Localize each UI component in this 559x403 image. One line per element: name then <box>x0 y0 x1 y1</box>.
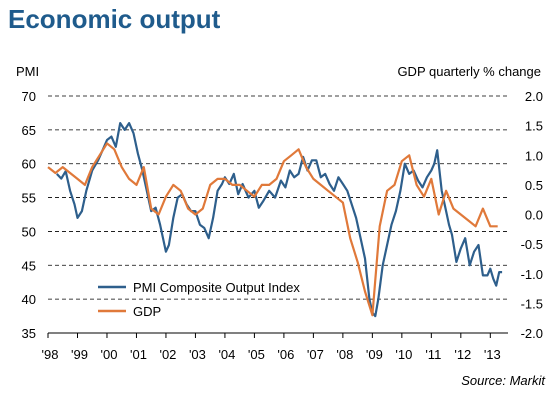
x-tick-label: '10 <box>395 347 412 362</box>
y-left-tick-label: 65 <box>22 123 36 138</box>
y-axis-right-label: GDP quarterly % change <box>397 64 541 79</box>
y-left-tick-label: 70 <box>22 89 36 104</box>
pmi-series-line <box>56 122 503 318</box>
y-right-tick-label: 1.0 <box>525 148 543 163</box>
y-right-tick-label: -1.0 <box>521 267 543 282</box>
x-tick-label: '00 <box>100 347 117 362</box>
y-left-tick-label: 45 <box>22 258 36 273</box>
y-right-tick-label: 2.0 <box>525 89 543 104</box>
x-tick-label: '13 <box>484 347 501 362</box>
x-tick-label: '02 <box>159 347 176 362</box>
y-right-tick-label: -1.5 <box>521 296 543 311</box>
y-left-tick-label: 55 <box>22 191 36 206</box>
y-left-tick-label: 60 <box>22 157 36 172</box>
y-axis-left-label: PMI <box>16 64 40 79</box>
y-right-tick-label: 0.0 <box>525 208 543 223</box>
x-tick-label: '98 <box>42 347 59 362</box>
x-tick-label: '99 <box>71 347 88 362</box>
x-tick-label: '06 <box>277 347 294 362</box>
x-tick-label: '04 <box>218 347 235 362</box>
y-right-tick-label: -0.5 <box>521 237 543 252</box>
y-left-tick-label: 50 <box>22 224 36 239</box>
x-tick-label: '12 <box>454 347 471 362</box>
x-tick-label: '11 <box>425 347 441 362</box>
source-note: Source: Markit <box>461 373 545 388</box>
y-right-tick-label: 0.5 <box>525 178 543 193</box>
x-tick-label: '09 <box>366 347 383 362</box>
legend-label: PMI Composite Output Index <box>133 280 300 295</box>
x-tick-label: '08 <box>336 347 353 362</box>
legend-label: GDP <box>133 304 161 319</box>
y-right-tick-label: 1.5 <box>525 119 543 134</box>
chart-title: Economic output <box>8 4 221 34</box>
x-tick-label: '03 <box>189 347 206 362</box>
y-left-tick-label: 35 <box>22 326 36 341</box>
y-left-tick-label: 40 <box>22 292 36 307</box>
x-tick-label: '05 <box>248 347 265 362</box>
x-tick-label: '07 <box>307 347 324 362</box>
gdp-series-line <box>47 142 498 317</box>
y-right-tick-label: -2.0 <box>521 326 543 341</box>
x-tick-label: '01 <box>130 347 147 362</box>
